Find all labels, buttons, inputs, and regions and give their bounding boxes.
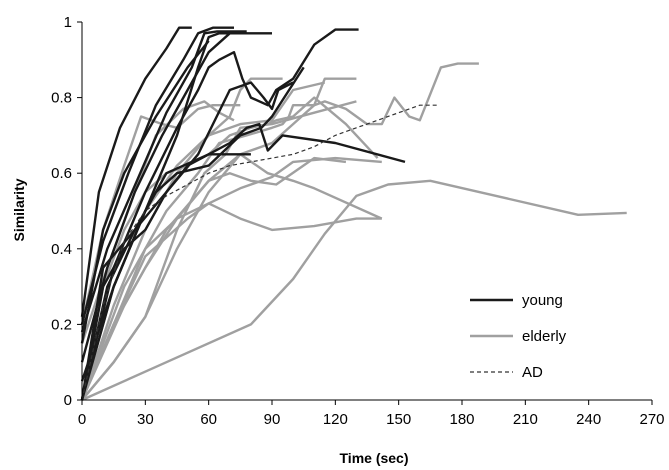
young-legend-label: young [522, 292, 563, 309]
x-axis-title: Time (sec) [340, 450, 409, 466]
y-tick-label: 1 [64, 14, 72, 31]
y-tick-label: 0 [64, 392, 72, 409]
x-tick-label: 240 [576, 411, 601, 428]
elderly-legend-label: elderly [522, 328, 567, 345]
legend: young elderly AD [470, 292, 567, 381]
elderly-series-line [80, 156, 382, 401]
x-tick-label: 0 [78, 411, 86, 428]
x-tick-label: 180 [449, 411, 474, 428]
x-tick-label: 30 [137, 411, 154, 428]
young-series-line [80, 30, 247, 333]
x-tick-label: 210 [513, 411, 538, 428]
young-series-line [80, 26, 234, 325]
y-tick-label: 0.4 [51, 241, 72, 258]
y-tick-label: 0.2 [51, 316, 72, 333]
ad-series-line [81, 104, 437, 401]
axes-layer [81, 22, 652, 401]
young-series-line [80, 66, 305, 401]
elderly-series-line [80, 156, 347, 401]
ad-legend-label: AD [522, 364, 543, 381]
elderly-series-line [80, 96, 379, 401]
x-tick-label: 120 [323, 411, 348, 428]
ticks-layer: 0 30 60 90 120 150 180 210 240 270 0 0.2 0.4 0.6 0.8 1 [51, 14, 664, 428]
young-series-line [80, 26, 192, 317]
elderly-series-line [81, 179, 627, 402]
young-series-line [80, 32, 272, 363]
x-tick-label: 90 [264, 411, 281, 428]
young-series-line [80, 28, 359, 401]
young-series-line [80, 122, 406, 401]
x-tick-label: 150 [386, 411, 411, 428]
y-axis-title: Similarity [11, 178, 27, 241]
y-tick-label: 0.6 [51, 165, 72, 182]
x-tick-label: 60 [200, 411, 217, 428]
y-tick-label: 0.8 [51, 90, 72, 107]
elderly-series-line [81, 153, 383, 401]
young-series-line [80, 153, 251, 401]
x-tick-label: 270 [639, 411, 664, 428]
young-series-line [80, 40, 210, 344]
series-layer [80, 26, 627, 402]
